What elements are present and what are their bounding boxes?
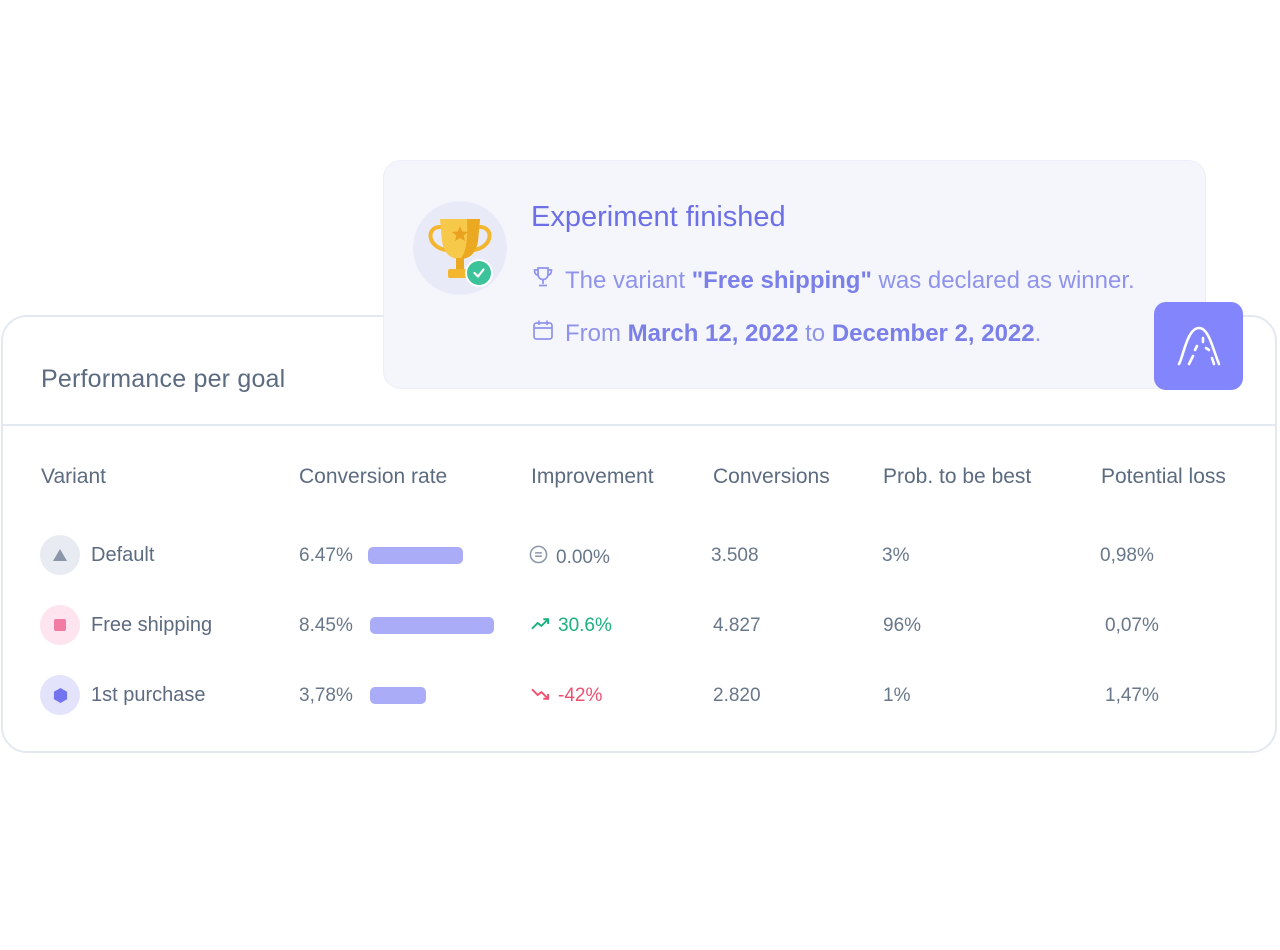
conversion-rate: 6.47%: [299, 545, 353, 566]
column-header-conversion-rate: Conversion rate: [299, 465, 448, 488]
potential-loss-value: 0,07%: [1105, 615, 1159, 636]
column-header-improvement: Improvement: [531, 465, 654, 488]
calendar-icon: [531, 318, 555, 349]
prob-best-value: 96%: [883, 615, 922, 636]
conversions-value: 2.820: [713, 685, 761, 706]
potential-loss-value: 1,47%: [1105, 685, 1159, 706]
column-header-conversions: Conversions: [713, 465, 830, 488]
date-end: December 2, 2022: [831, 319, 1035, 347]
prob-best-value: 3%: [882, 545, 910, 566]
improvement-text: 30.6%: [558, 615, 612, 636]
date-line: From March 12, 2022 to December 2, 2022.: [531, 318, 1041, 349]
square-icon: [40, 605, 80, 645]
conversions-value: 4.827: [713, 615, 761, 636]
conversion-rate: 8.45%: [299, 615, 353, 636]
column-header-potential-loss: Potential loss: [1101, 465, 1226, 488]
winner-name: "Free shipping": [691, 266, 872, 294]
check-badge-icon: [465, 259, 493, 287]
improvement-text: -42%: [558, 685, 603, 706]
variant-name: 1st purchase: [91, 684, 206, 706]
conversion-rate: 3,78%: [299, 685, 353, 706]
potential-loss-value: 0,98%: [1100, 545, 1154, 566]
experiment-finished-popup: Experiment finished The variant "Free sh…: [383, 160, 1206, 389]
winner-line: The variant "Free shipping" was declared…: [531, 265, 1135, 296]
improvement-value: 30.6%: [531, 615, 612, 637]
hexagon-icon: [40, 675, 80, 715]
conversions-value: 3.508: [711, 545, 759, 566]
date-text: From March 12, 2022 to December 2, 2022.: [565, 319, 1042, 347]
trophy-icon: [413, 201, 507, 295]
conversion-rate-bar: [368, 547, 463, 564]
trophy-outline-icon: [531, 265, 555, 296]
improvement-value: -42%: [531, 685, 602, 707]
panel-title: Performance per goal: [41, 365, 286, 393]
triangle-icon: [40, 535, 80, 575]
prob-best-value: 1%: [883, 685, 911, 706]
variant-name: Default: [91, 544, 155, 566]
neutral-icon: [529, 545, 548, 570]
bell-curve-icon[interactable]: [1154, 302, 1243, 390]
improvement-text: 0.00%: [556, 546, 610, 568]
popup-title: Experiment finished: [531, 201, 786, 233]
date-start: March 12, 2022: [627, 319, 799, 347]
column-header-prob-best: Prob. to be best: [883, 465, 1032, 488]
winner-text: The variant "Free shipping" was declared…: [565, 266, 1135, 294]
conversion-rate-bar: [370, 687, 426, 704]
improvement-value: 0.00%: [529, 545, 610, 570]
variant-name: Free shipping: [91, 614, 213, 636]
column-header-variant: Variant: [41, 465, 106, 488]
trend-down-icon: [531, 685, 550, 707]
conversion-rate-bar: [370, 617, 494, 634]
trend-up-icon: [531, 615, 550, 637]
divider: [3, 424, 1275, 426]
